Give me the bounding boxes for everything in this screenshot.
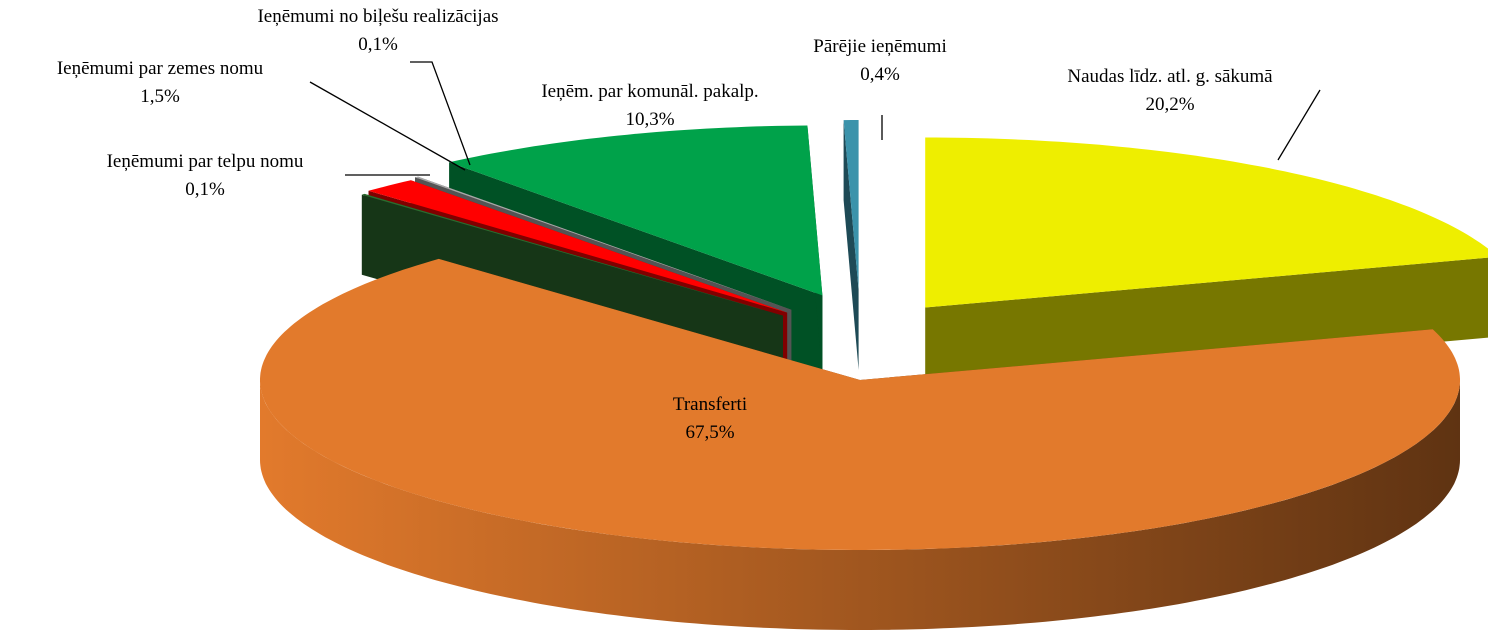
slice-value-label: 10,3%: [625, 109, 674, 130]
slice-label: Pārējie ieņēmumi: [813, 36, 946, 57]
slice: [260, 258, 1460, 630]
slice-label: Ieņēmumi par telpu nomu: [107, 151, 304, 172]
slice-label: Naudas līdz. atl. g. sākumā: [1067, 66, 1273, 87]
slice-wall: [843, 120, 859, 370]
slice-value-label: 20,2%: [1145, 94, 1194, 115]
slice-label: Ieņēm. par komunāl. pakalp.: [541, 81, 758, 102]
slice-top: [925, 137, 1488, 308]
slice-value-label: 67,5%: [685, 422, 734, 443]
leader-line: [309, 81, 466, 171]
slice: [925, 137, 1488, 388]
slice-top: [415, 176, 792, 310]
slice-label: Ieņēmumi par zemes nomu: [57, 58, 264, 79]
slice-value-label: 0,1%: [185, 179, 225, 200]
leader-line: [1277, 89, 1321, 161]
slice: [843, 120, 859, 370]
slice-top: [449, 125, 823, 296]
slice-top: [368, 180, 788, 313]
slice-label: Ieņēmumi no biļešu realizācijas: [257, 6, 498, 27]
slice-top: [260, 258, 1460, 550]
slice-value-label: 0,1%: [358, 34, 398, 55]
leader-line: [410, 61, 471, 166]
slice-wall: [925, 257, 1488, 388]
slice-label: Transferti: [673, 394, 747, 415]
slice-top: [361, 193, 783, 316]
slice-side: [260, 380, 1460, 630]
slice-value-label: 1,5%: [140, 86, 180, 107]
slice-top: [843, 120, 859, 290]
slice-value-label: 0,4%: [860, 64, 900, 85]
